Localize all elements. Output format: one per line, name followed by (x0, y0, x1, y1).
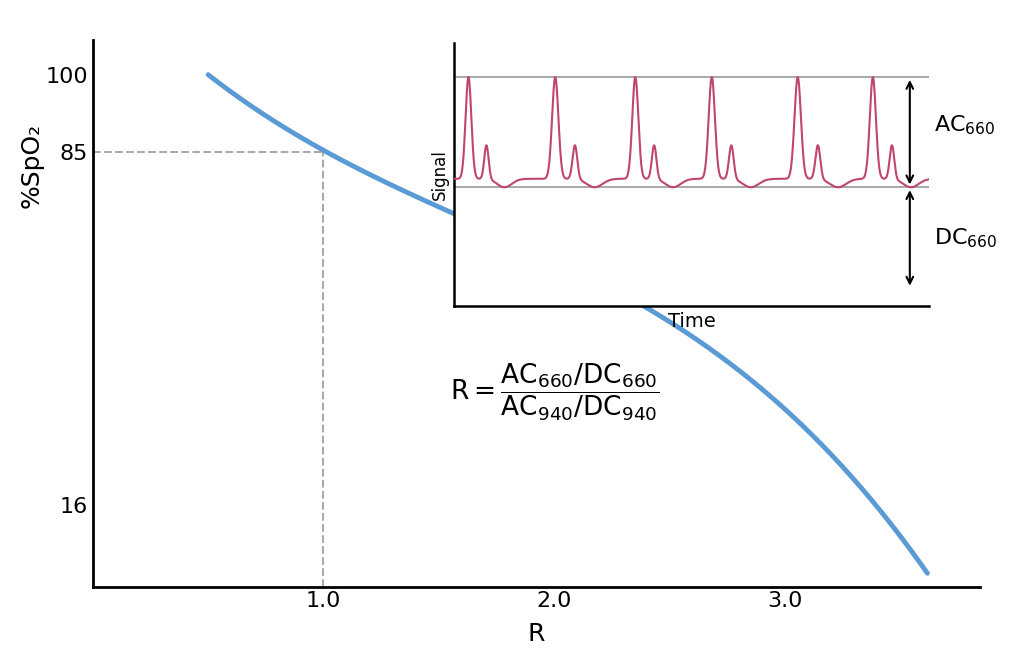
Text: $\mathrm{R = \dfrac{AC_{660}/DC_{660}}{AC_{940}/DC_{940}}}$: $\mathrm{R = \dfrac{AC_{660}/DC_{660}}{A… (450, 362, 659, 423)
Text: $\mathrm{AC_{660}}$: $\mathrm{AC_{660}}$ (934, 114, 996, 137)
X-axis label: R: R (528, 623, 545, 646)
X-axis label: Time: Time (668, 312, 715, 331)
Y-axis label: Signal: Signal (430, 149, 449, 200)
Y-axis label: %SpO₂: %SpO₂ (20, 123, 44, 208)
Text: $\mathrm{DC_{660}}$: $\mathrm{DC_{660}}$ (934, 226, 997, 250)
